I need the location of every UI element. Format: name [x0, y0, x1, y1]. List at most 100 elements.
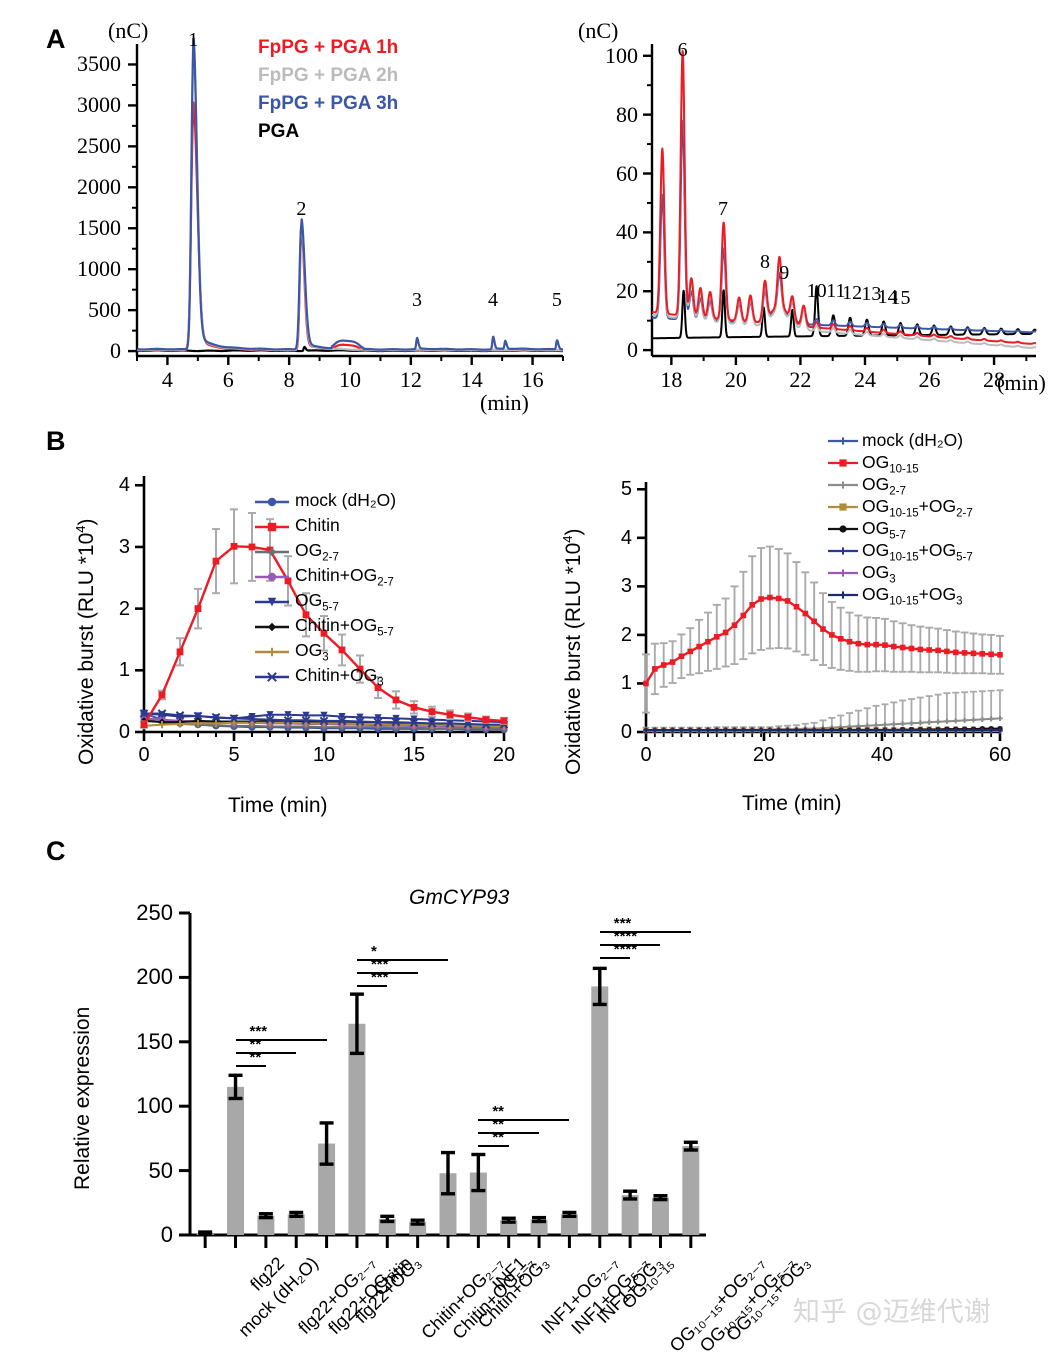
c-ytick-150: 150 — [136, 1028, 173, 1054]
a-right-peak-9: 9 — [779, 262, 790, 285]
c-ytick-100: 100 — [136, 1093, 173, 1119]
b-right-legend-label-1: OG10-15 — [862, 452, 919, 476]
a-left-xtick-4: 4 — [161, 367, 173, 392]
b-left-xtick-10: 10 — [312, 744, 336, 766]
b-right-ylabel-sup: 4 — [560, 535, 575, 543]
a-left-peak-3: 3 — [411, 288, 422, 311]
b-right-ytick-2: 2 — [620, 623, 632, 646]
c-sig-line-8 — [478, 1119, 570, 1122]
b-right-xlabel: Time (min) — [742, 792, 842, 815]
a-right-ytick-20: 20 — [616, 278, 638, 304]
b-right-legend-label-4: OG5-7 — [862, 518, 906, 542]
b-right-legend-label-7: OG10-15+OG3 — [862, 584, 963, 608]
a-left-peak-2: 2 — [296, 197, 307, 220]
b-left-legend-marker-5 — [255, 622, 289, 632]
b-left-legend-label-5: Chitin+OG5-7 — [295, 615, 394, 639]
c-sig-line-0 — [235, 1064, 266, 1067]
b-left-ytick-4: 4 — [118, 474, 130, 497]
b-right-ylabel-tail: ) — [562, 528, 585, 536]
a-right-xtick-24: 24 — [853, 367, 876, 392]
c-sig-line-10 — [599, 943, 661, 946]
b-right-legend-marker-6 — [828, 569, 858, 577]
b-left-legend-label-0: mock (dH₂O) — [295, 490, 397, 510]
b-right-legend-label-3: OG10-15+OG2-7 — [862, 496, 973, 520]
b-left-legend-label-1: Chitin — [295, 515, 340, 535]
b-left-xtick-0: 0 — [138, 744, 150, 766]
b-left-legend-label-7: Chitin+OG3 — [295, 665, 384, 689]
c-sig-line-2 — [235, 1039, 327, 1042]
a-right-peak-15: 15 — [890, 287, 911, 310]
a-right-peak-10: 10 — [806, 280, 827, 303]
c-sig-line-7 — [478, 1131, 540, 1134]
a-right-xtick-26: 26 — [918, 367, 941, 392]
c-sig-stars-6: ** — [492, 1128, 505, 1146]
oxidative-burst-chart-right — [637, 482, 1004, 741]
c-sig-stars-0: ** — [249, 1048, 262, 1066]
b-left-legend-marker-7 — [255, 672, 289, 682]
a-right-peak-12: 12 — [842, 281, 863, 304]
a-right-peak-14: 14 — [877, 285, 898, 308]
b-right-xtick-0: 0 — [640, 744, 652, 766]
b-left-legend-marker-2 — [255, 547, 289, 557]
b-right-xtick-40: 40 — [870, 744, 894, 766]
b-right-legend-marker-4 — [828, 525, 858, 533]
a-left-ytick-1000: 1000 — [77, 256, 121, 282]
c-sig-line-1 — [235, 1052, 297, 1055]
chromatogram-a-left — [128, 38, 564, 365]
a-left-ytick-3000: 3000 — [77, 92, 121, 118]
b-left-xtick-5: 5 — [228, 744, 240, 766]
b-left-ylabel-text: Oxidative burst (RLU *10 — [75, 532, 98, 765]
a-right-ytick-100: 100 — [605, 42, 638, 68]
b-right-legend-label-0: mock (dH₂O) — [862, 430, 964, 450]
a-right-x-unit: (min) — [997, 370, 1046, 395]
a-left-ytick-2500: 2500 — [77, 133, 121, 159]
c-ytick-50: 50 — [148, 1157, 173, 1183]
a-left-peak-4: 4 — [488, 288, 498, 311]
b-right-legend-marker-2 — [828, 481, 858, 489]
b-right-ylabel: Oxidative burst (RLU *104) — [560, 528, 585, 776]
b-right-legend-marker-3 — [828, 503, 858, 511]
a-legend-item-2: FpPG + PGA 3h — [258, 93, 399, 114]
b-left-ytick-0: 0 — [118, 721, 130, 743]
c-sig-stars-7: ** — [492, 1115, 505, 1133]
a-right-peak-13: 13 — [861, 283, 882, 306]
c-sig-stars-1: ** — [249, 1036, 262, 1054]
a-right-xtick-18: 18 — [660, 367, 683, 392]
b-left-ytick-3: 3 — [118, 535, 130, 558]
c-sig-stars-2: *** — [249, 1023, 268, 1041]
b-right-xtick-60: 60 — [988, 744, 1012, 766]
c-ytick-0: 0 — [160, 1222, 173, 1247]
a-left-xtick-12: 12 — [399, 367, 422, 392]
c-sig-stars-11: *** — [613, 915, 632, 933]
watermark: 知乎 @迈维代谢 — [793, 1297, 991, 1328]
b-right-ytick-1: 1 — [620, 672, 632, 695]
a-right-ytick-0: 0 — [627, 337, 638, 363]
a-left-ytick-500: 500 — [88, 297, 121, 323]
c-sig-line-3 — [356, 985, 388, 988]
b-right-legend-marker-5 — [828, 547, 858, 555]
a-left-x-unit: (min) — [480, 390, 529, 415]
panel-letter-c: C — [46, 836, 66, 866]
b-right-ytick-5: 5 — [620, 478, 632, 501]
a-right-y-unit: (nC) — [578, 18, 619, 43]
c-ytick-250: 250 — [136, 900, 173, 925]
a-left-xtick-8: 8 — [283, 367, 295, 392]
b-right-legend-label-5: OG10-15+OG5-7 — [862, 540, 973, 564]
a-left-ytick-1500: 1500 — [77, 215, 121, 241]
a-right-ytick-40: 40 — [616, 219, 638, 245]
a-left-y-unit: (nC) — [108, 18, 149, 43]
b-left-legend-marker-4 — [255, 597, 289, 607]
b-left-ytick-1: 1 — [118, 659, 130, 682]
b-left-legend-marker-1 — [255, 522, 289, 532]
b-left-xlabel: Time (min) — [228, 794, 328, 817]
b-right-legend-marker-1 — [828, 459, 858, 467]
c-ylabel: Relative expression — [71, 1006, 94, 1190]
a-left-peak-5: 5 — [551, 288, 562, 311]
a-left-xtick-16: 16 — [521, 367, 544, 392]
b-left-ytick-2: 2 — [118, 597, 130, 620]
a-left-ytick-0: 0 — [110, 338, 121, 364]
a-right-xtick-20: 20 — [724, 367, 747, 392]
c-sig-stars-8: ** — [492, 1103, 505, 1121]
a-right-xtick-28: 28 — [983, 367, 1006, 392]
